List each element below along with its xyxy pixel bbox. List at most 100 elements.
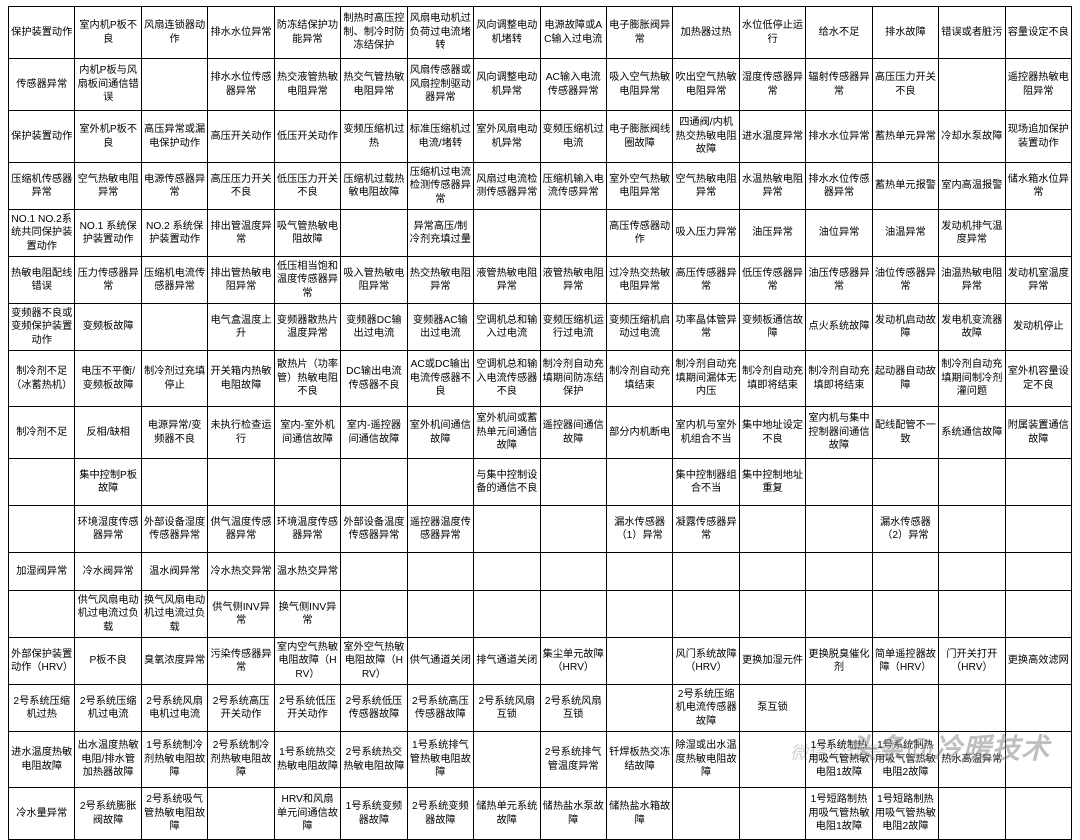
- cell-r13-c5: 室外空气热敏电阻故障（HRV）: [341, 638, 407, 685]
- cell-r2-c11: 进水温度异常: [739, 111, 805, 163]
- cell-r5-c12: 油压传感器异常: [806, 257, 872, 304]
- cell-r9-c6: [407, 459, 473, 506]
- cell-r16-c8: 储热盐水泵故障: [540, 788, 606, 840]
- cell-r8-c15: 附属装置通信故障: [1005, 407, 1071, 459]
- cell-r4-c12: 油位异常: [806, 210, 872, 257]
- cell-r3-c1: 空气热敏电阻异常: [75, 163, 141, 210]
- cell-r15-c13: 1号系统制热用吸气管热敏电阻2故障: [872, 732, 938, 788]
- cell-r9-c15: [1005, 459, 1071, 506]
- cell-r11-c6: [407, 553, 473, 591]
- cell-r8-c14: 系统通信故障: [939, 407, 1005, 459]
- cell-r4-c3: 排出管温度异常: [208, 210, 274, 257]
- cell-r7-c15: 室外机容量设定不良: [1005, 351, 1071, 407]
- cell-r10-c3: 供气温度传感器异常: [208, 506, 274, 553]
- cell-r3-c11: 水温热敏电阻异常: [739, 163, 805, 210]
- cell-r14-c9: [606, 685, 672, 732]
- cell-r14-c4: 2号系统低压开关动作: [274, 685, 340, 732]
- cell-r4-c8: [540, 210, 606, 257]
- cell-r11-c13: [872, 553, 938, 591]
- cell-r0-c8: 电源故障或AC输入过电流: [540, 7, 606, 59]
- cell-r9-c8: [540, 459, 606, 506]
- cell-r0-c15: 容量设定不良: [1005, 7, 1071, 59]
- cell-r12-c4: 换气侧INV异常: [274, 591, 340, 638]
- cell-r7-c12: 制冷剂自动充填即将结束: [806, 351, 872, 407]
- cell-r16-c5: 1号系统变频器故障: [341, 788, 407, 840]
- cell-r2-c1: 室外机P板不良: [75, 111, 141, 163]
- cell-r1-c13: 高压压力开关不良: [872, 59, 938, 111]
- cell-r11-c8: [540, 553, 606, 591]
- cell-r7-c14: 制冷剂自动充填期间制冷剂灌问题: [939, 351, 1005, 407]
- cell-r8-c4: 室内-室外机间通信故障: [274, 407, 340, 459]
- cell-r8-c2: 电源异常/变频器不良: [141, 407, 207, 459]
- cell-r1-c4: 热交液管热敏电阻异常: [274, 59, 340, 111]
- cell-r12-c0: [9, 591, 75, 638]
- cell-r15-c10: 除湿或出水温度热敏电阻故障: [673, 732, 739, 788]
- cell-r4-c13: 油温异常: [872, 210, 938, 257]
- cell-r16-c14: [939, 788, 1005, 840]
- cell-r16-c4: HRV和风扇单元间通信故障: [274, 788, 340, 840]
- cell-r2-c10: 四通阀/内机热交热敏电阻故障: [673, 111, 739, 163]
- cell-r6-c6: 变频器AC输出过电流: [407, 304, 473, 351]
- cell-r12-c9: [606, 591, 672, 638]
- cell-r10-c11: [739, 506, 805, 553]
- cell-r16-c3: [208, 788, 274, 840]
- cell-r0-c0: 保护装置动作: [9, 7, 75, 59]
- cell-r1-c10: 吹出空气热敏电阻异常: [673, 59, 739, 111]
- cell-r11-c3: 冷水热交异常: [208, 553, 274, 591]
- cell-r9-c3: [208, 459, 274, 506]
- cell-r5-c14: 油温热敏电阻异常: [939, 257, 1005, 304]
- cell-r2-c0: 保护装置动作: [9, 111, 75, 163]
- cell-r13-c15: 更换高效滤网: [1005, 638, 1071, 685]
- cell-r5-c4: 低压相当饱和温度传感器异常: [274, 257, 340, 304]
- cell-r10-c0: [9, 506, 75, 553]
- cell-r7-c10: 制冷剂自动充填期间漏体无内压: [673, 351, 739, 407]
- cell-r5-c11: 低压传感器异常: [739, 257, 805, 304]
- cell-r6-c3: 电气盒温度上升: [208, 304, 274, 351]
- cell-r12-c12: [806, 591, 872, 638]
- cell-r4-c9: 高压传感器动作: [606, 210, 672, 257]
- cell-r6-c8: 变频压缩机运行过电流: [540, 304, 606, 351]
- cell-r6-c14: 发电机变流器故障: [939, 304, 1005, 351]
- cell-r14-c1: 2号系统压缩机过电流: [75, 685, 141, 732]
- cell-r12-c3: 供气侧INV异常: [208, 591, 274, 638]
- cell-r9-c0: [9, 459, 75, 506]
- cell-r9-c13: [872, 459, 938, 506]
- cell-r1-c0: 传感器异常: [9, 59, 75, 111]
- cell-r14-c3: 2号系统高压开关动作: [208, 685, 274, 732]
- cell-r2-c4: 低压开关动作: [274, 111, 340, 163]
- cell-r16-c0: 冷水量异常: [9, 788, 75, 840]
- fault-code-table: 保护装置动作室内机P板不良风扇连锁器动作排水水位异常防冻结保护功能异常制热时高压…: [8, 6, 1072, 840]
- cell-r1-c6: 风扇传感器或风扇控制驱动器异常: [407, 59, 473, 111]
- cell-r3-c5: 压缩机过载热敏电阻故障: [341, 163, 407, 210]
- cell-r15-c1: 出水温度热敏电阻/排水管加热器故障: [75, 732, 141, 788]
- cell-r7-c1: 电压不平衡/变频板故障: [75, 351, 141, 407]
- cell-r16-c6: 2号系统变频器故障: [407, 788, 473, 840]
- cell-r4-c2: NO.2 系统保护装置动作: [141, 210, 207, 257]
- cell-r1-c15: 遥控器热敏电阻异常: [1005, 59, 1071, 111]
- cell-r13-c3: 污染传感器异常: [208, 638, 274, 685]
- cell-r14-c2: 2号系统风扇电机过电流: [141, 685, 207, 732]
- cell-r15-c0: 进水温度热敏电阻故障: [9, 732, 75, 788]
- cell-r4-c15: [1005, 210, 1071, 257]
- cell-r10-c6: 遥控器温度传感器异常: [407, 506, 473, 553]
- cell-r2-c5: 变频压缩机过热: [341, 111, 407, 163]
- cell-r16-c10: [673, 788, 739, 840]
- cell-r2-c13: 蓄热单元异常: [872, 111, 938, 163]
- cell-r0-c10: 加热器过热: [673, 7, 739, 59]
- cell-r13-c6: 供气通道关闭: [407, 638, 473, 685]
- cell-r0-c5: 制热时高压控制、制冷时防冻结保护: [341, 7, 407, 59]
- cell-r0-c11: 水位低停止运行: [739, 7, 805, 59]
- cell-r2-c3: 高压开关动作: [208, 111, 274, 163]
- cell-r0-c1: 室内机P板不良: [75, 7, 141, 59]
- cell-r7-c3: 开关箱内热敏电阻故障: [208, 351, 274, 407]
- cell-r0-c7: 风向调整电动机堵转: [474, 7, 540, 59]
- cell-r2-c9: 电子膨胀阀线圈故障: [606, 111, 672, 163]
- cell-r12-c7: [474, 591, 540, 638]
- cell-r12-c10: [673, 591, 739, 638]
- cell-r6-c7: 空调机总和输入过电流: [474, 304, 540, 351]
- cell-r10-c7: [474, 506, 540, 553]
- cell-r5-c8: 液管热敏电阻异常: [540, 257, 606, 304]
- cell-r8-c12: 室内机与集中控制器间通信故障: [806, 407, 872, 459]
- cell-r9-c2: [141, 459, 207, 506]
- cell-r3-c2: 电源传感器异常: [141, 163, 207, 210]
